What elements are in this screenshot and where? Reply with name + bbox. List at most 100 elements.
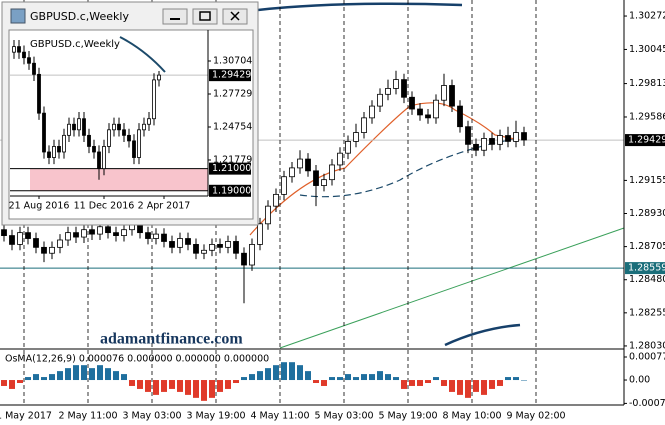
candle-body (97, 226, 103, 235)
oscillator-bar (513, 377, 519, 381)
candle-body (42, 112, 46, 153)
oscillator-bar (521, 380, 527, 381)
candle-body (137, 129, 141, 158)
candle-body (497, 135, 503, 145)
oscillator-bar (121, 374, 127, 381)
candle-body (401, 79, 407, 98)
candle-body (9, 235, 15, 245)
x-tick-label: 5 May 19:00 (378, 411, 437, 422)
price-label: 1.29429 (628, 135, 665, 146)
y-tick-label: 1.24754 (213, 121, 252, 132)
inset-ma (119, 36, 166, 73)
restore-button[interactable] (192, 8, 218, 25)
oscillator-bar (65, 368, 71, 381)
y-tick-label: 1.28030 (629, 340, 665, 351)
oscillator-bar (105, 368, 111, 381)
oscillator-bar (25, 377, 31, 381)
candle-body (273, 193, 279, 207)
band-upper (257, 2, 463, 12)
oscillator-bar (321, 380, 327, 386)
candle-body (393, 79, 399, 89)
x-tick-label: 3 May 03:00 (122, 411, 181, 422)
oscillator-bar (41, 377, 47, 381)
x-tick-label: 9 May 02:00 (506, 411, 565, 422)
candle-body (157, 74, 161, 81)
candle-body (465, 126, 471, 145)
x-tick-label: 8 May 10:00 (442, 411, 501, 422)
candle-body (289, 167, 295, 178)
candle-body (521, 132, 527, 141)
oscillator-bar (305, 371, 311, 381)
candle-body (67, 123, 71, 136)
candle-body (57, 146, 61, 153)
y-tick-label: 1.30704 (213, 55, 252, 66)
price-label-box (625, 134, 665, 147)
candle-body (107, 129, 111, 147)
inset-window: GBPUSD.c,Weekly 1.29429 1.21000 1.19000 1.3… (1, 1, 259, 226)
candle-body (72, 123, 76, 131)
candle-body (257, 223, 263, 245)
oscillator-bar (57, 371, 63, 381)
candle-body (77, 118, 81, 131)
oscillator-bar (233, 380, 239, 383)
oscillator-bar (425, 380, 431, 383)
inset-chart-title: GBPUSD.c,Weekly (30, 39, 120, 50)
candle-body (33, 238, 39, 248)
x-tick-label: 1 May 2017 (0, 411, 52, 422)
oscillator-bar (249, 374, 255, 381)
oscillator-bar (329, 377, 335, 381)
candle-body (102, 146, 106, 170)
candle-body (169, 241, 175, 248)
candle-body (385, 88, 391, 95)
candle-body (297, 158, 303, 169)
oscillator-bar (489, 380, 495, 389)
oscillator-bar (145, 380, 151, 392)
oscillator-bar (433, 377, 439, 381)
x-tick-label: 11 Dec 2016 (74, 201, 135, 212)
candle-body (449, 85, 455, 107)
candle-body (52, 146, 56, 158)
oscillator-bar (353, 377, 359, 381)
y-tick-label: 1.28255 (629, 307, 665, 318)
candle-body (305, 158, 311, 172)
candle-body (377, 93, 383, 107)
oscillator-bar (481, 380, 487, 395)
candle-body (505, 135, 511, 142)
oscillator-pane: OsMA(12,26,9) 0.000076 0.000000 0.000000… (1, 351, 665, 409)
oscillator-bar (137, 380, 143, 389)
candle-body (122, 129, 126, 136)
oscillator-bar (217, 380, 223, 392)
oscillator-bar (297, 365, 303, 381)
candle-body (25, 232, 31, 239)
price-label: 1.19000 (212, 185, 251, 196)
candle-body (337, 152, 343, 166)
oscillator-bar (345, 374, 351, 381)
zone (30, 168, 208, 191)
oscillator-bar (201, 380, 207, 401)
trend-line (279, 227, 625, 349)
oscillator-bar (337, 377, 343, 381)
y-tick-label: 1.27729 (213, 88, 252, 99)
slow-ma (299, 137, 521, 198)
oscillator-bar (33, 374, 39, 381)
oscillator-bar (497, 380, 503, 386)
candle-body (249, 244, 255, 266)
minimize-button[interactable] (162, 8, 188, 25)
oscillator-bar (441, 380, 447, 386)
band-lower (444, 323, 521, 347)
oscillator-bar (393, 377, 399, 381)
candle-body (152, 79, 156, 120)
y-tick-label: 1.29155 (629, 175, 665, 186)
y-tick-label: 1.29586 (629, 111, 665, 122)
candle-body (241, 252, 247, 266)
price-label-box (209, 184, 251, 197)
candle-body (17, 46, 21, 53)
oscillator-bar (289, 362, 295, 381)
candle-body (321, 179, 327, 186)
candle-body (87, 134, 91, 147)
candle-body (113, 232, 119, 236)
oscillator-bar (265, 368, 271, 381)
oscillator-bar (89, 368, 95, 381)
candle-body (27, 57, 31, 64)
candle-body (313, 170, 319, 186)
